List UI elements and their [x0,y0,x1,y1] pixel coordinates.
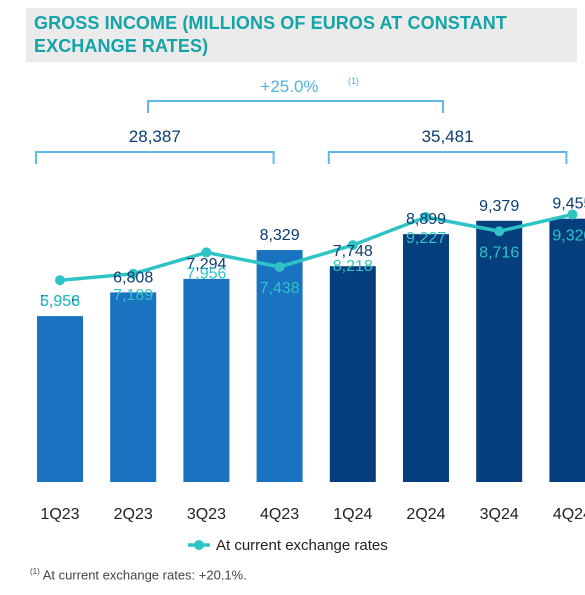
legend: At current exchange rates [188,537,388,554]
growth-label: +25.0% [260,77,318,96]
gross-income-chart: 28,387 35,481 +25.0% (1) 5,956 6,808 7,294 8,3… [35,76,585,554]
x-axis-ticks: 1Q23 2Q23 3Q23 4Q23 1Q24 2Q24 3Q24 4Q24 [40,506,585,523]
tick-4Q23: 4Q23 [260,506,299,523]
line-point-4Q23 [274,261,285,272]
bar-label-4Q24: 9,455 [552,196,585,213]
bar-1Q24 [329,266,376,482]
tick-4Q24: 4Q24 [553,506,585,523]
footnote-text: At current exchange rates: +20.1%. [42,567,247,583]
legend-marker [194,540,204,550]
line-point-1Q24 [347,240,358,251]
line-label-3Q23: 7,956 [186,265,226,282]
legend-label: At current exchange rates [216,537,388,554]
footnote: (1) At current exchange rates: +20.1%. [30,567,247,582]
line-label-1Q24: 8,218 [333,258,373,275]
tick-2Q23: 2Q23 [114,506,153,523]
bar-4Q24 [549,218,585,482]
group-total-1: 28,387 [129,127,181,146]
line-label-2Q24: 9,227 [406,230,446,247]
bar-label-1Q23: 5,956 [40,293,80,310]
group-total-2: 35,481 [422,127,474,146]
line-point-2Q23 [128,268,139,279]
bar-label-3Q24: 9,379 [479,198,519,215]
group-bracket-1 [35,151,275,164]
bar-label-4Q23: 8,329 [260,227,300,244]
bar-2Q23 [110,292,157,482]
bar-4Q23 [256,250,303,482]
growth-marker: (1) [348,76,359,86]
tick-3Q23: 3Q23 [187,506,226,523]
bar-label-1Q24: 7,748 [333,243,373,260]
tick-3Q24: 3Q24 [480,506,519,523]
line-point-3Q24 [494,226,505,237]
growth-bracket [147,100,444,113]
brackets: 28,387 35,481 +25.0% (1) [35,76,568,164]
chart-title: GROSS INCOME (MILLIONS OF EUROS AT CONST… [34,13,507,56]
tick-1Q23: 1Q23 [40,506,79,523]
bar-label-2Q24: 8,899 [406,211,446,228]
title-box: GROSS INCOME (MILLIONS OF EUROS AT CONST… [26,8,577,62]
bar-2Q24 [403,234,449,482]
bar-1Q23 [37,316,83,482]
bar-3Q24 [476,220,523,482]
line-point-1Q23 [55,275,65,286]
line-point-3Q23 [201,247,212,258]
bar-label-2Q23: 6,808 [113,269,153,286]
line-label-2Q23: 7,189 [113,287,153,304]
line-series [55,209,578,286]
line-path [59,212,573,282]
value-labels: 5,956 6,808 7,294 8,329 7,748 8,899 9,379 9,455… [40,196,585,311]
bar-label-3Q23: 7,294 [186,256,226,273]
tick-1Q24: 1Q24 [333,506,372,523]
group-bracket-2 [327,151,568,164]
line-point-2Q24 [421,212,431,223]
bar-3Q23 [183,278,230,482]
line-point-4Q24 [567,209,578,220]
line-label-4Q24: 9,320 [552,227,585,244]
line-label-3Q24: 8,716 [479,244,519,261]
tick-2Q24: 2Q24 [406,506,445,523]
line-label-4Q23: 7,438 [260,280,300,297]
line-label-1Q23: 6,958 [40,293,80,310]
footnote-marker: (1) [30,567,40,576]
bars [37,218,585,482]
